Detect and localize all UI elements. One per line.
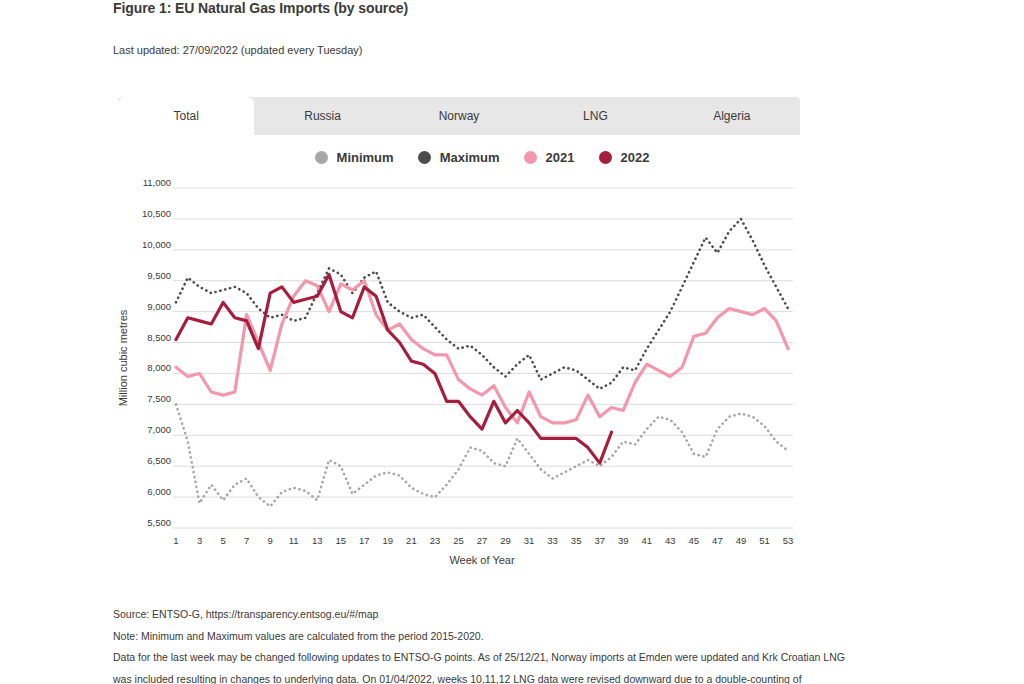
y-tick-label: 6,500 — [147, 455, 171, 466]
x-tick-label: 7 — [244, 535, 249, 546]
x-tick-label: 13 — [312, 535, 323, 546]
x-tick-label: 39 — [618, 535, 629, 546]
x-tick-label: 31 — [524, 535, 535, 546]
y-tick-label: 8,000 — [147, 362, 171, 373]
tab-lng[interactable]: LNG — [527, 97, 663, 135]
x-tick-label: 43 — [665, 535, 676, 546]
x-tick-label: 3 — [197, 535, 202, 546]
legend-label: Minimum — [337, 150, 394, 165]
y-tick-label: 10,500 — [142, 208, 171, 219]
last-updated-label: Last updated: 27/09/2022 (updated every … — [113, 44, 363, 56]
x-tick-label: 35 — [571, 535, 582, 546]
tab-russia[interactable]: Russia — [254, 97, 390, 135]
series-line-minimum — [176, 404, 788, 506]
y-tick-label: 9,500 — [147, 270, 171, 281]
x-tick-label: 45 — [689, 535, 700, 546]
legend-swatch-2022 — [599, 151, 612, 164]
y-tick-labels: 5,500 6,000 6,500 7,000 7,500 8,000 8,500 9,000… — [142, 177, 171, 528]
x-tick-label: 9 — [268, 535, 273, 546]
x-tick-label: 37 — [594, 535, 605, 546]
x-tick-label: 29 — [500, 535, 511, 546]
y-tick-label: 7,000 — [147, 424, 171, 435]
y-tick-label: 9,000 — [147, 301, 171, 312]
legend-item-2022: 2022 — [599, 150, 650, 165]
legend-swatch-maximum — [418, 151, 431, 164]
y-tick-label: 5,500 — [147, 517, 171, 528]
x-tick-label: 21 — [406, 535, 417, 546]
legend-label: 2021 — [546, 150, 575, 165]
x-tick-label: 53 — [783, 535, 794, 546]
figure-title: Figure 1: EU Natural Gas Imports (by sou… — [113, 0, 408, 16]
legend-item-maximum: Maximum — [418, 150, 500, 165]
disclaimer-line-1: Data for the last week may be changed fo… — [113, 647, 845, 669]
page: Figure 1: EU Natural Gas Imports (by sou… — [0, 0, 1024, 684]
x-tick-label: 47 — [712, 535, 723, 546]
y-tick-label: 7,500 — [147, 393, 171, 404]
x-tick-label: 51 — [759, 535, 770, 546]
tab-algeria[interactable]: Algeria — [664, 97, 800, 135]
source-note: Source: ENTSO-G, https://transparency.en… — [113, 604, 845, 626]
tab-norway[interactable]: Norway — [391, 97, 527, 135]
y-axis-title: Million cubic metres — [117, 309, 129, 406]
x-tick-label: 41 — [641, 535, 652, 546]
chart-legend: Minimum Maximum 2021 2022 — [176, 150, 788, 165]
x-tick-label: 23 — [430, 535, 441, 546]
disclaimer-line-2: was included resulting in changes to und… — [113, 669, 845, 684]
min-max-note: Note: Minimum and Maximum values are cal… — [113, 626, 845, 648]
x-tick-label: 11 — [289, 535, 299, 546]
y-tick-label: 8,500 — [147, 332, 171, 343]
x-tick-label: 19 — [383, 535, 394, 546]
legend-label: 2022 — [621, 150, 650, 165]
x-tick-label: 5 — [220, 535, 225, 546]
legend-item-2021: 2021 — [524, 150, 575, 165]
x-tick-label: 1 — [173, 535, 178, 546]
x-tick-label: 15 — [335, 535, 346, 546]
source-tabs: TotalRussiaNorwayLNGAlgeria — [118, 97, 800, 135]
x-tick-label: 17 — [359, 535, 370, 546]
x-tick-labels: 1357911131517192123252729313335373941434… — [173, 535, 793, 546]
y-tick-label: 10,000 — [142, 239, 171, 250]
x-tick-label: 25 — [453, 535, 464, 546]
x-axis-title: Week of Year — [449, 554, 515, 566]
footnotes: Source: ENTSO-G, https://transparency.en… — [113, 604, 845, 684]
legend-swatch-minimum — [315, 151, 328, 164]
tab-total[interactable]: Total — [118, 97, 254, 135]
y-tick-label: 6,000 — [147, 486, 171, 497]
line-chart: 5,500 6,000 6,500 7,000 7,500 8,000 8,500 9,000… — [113, 174, 813, 574]
x-tick-label: 27 — [477, 535, 488, 546]
x-tick-label: 49 — [736, 535, 747, 546]
legend-swatch-2021 — [524, 151, 537, 164]
legend-label: Maximum — [440, 150, 500, 165]
x-tick-label: 33 — [547, 535, 558, 546]
legend-item-minimum: Minimum — [315, 150, 394, 165]
y-tick-label: 11,000 — [143, 177, 171, 188]
